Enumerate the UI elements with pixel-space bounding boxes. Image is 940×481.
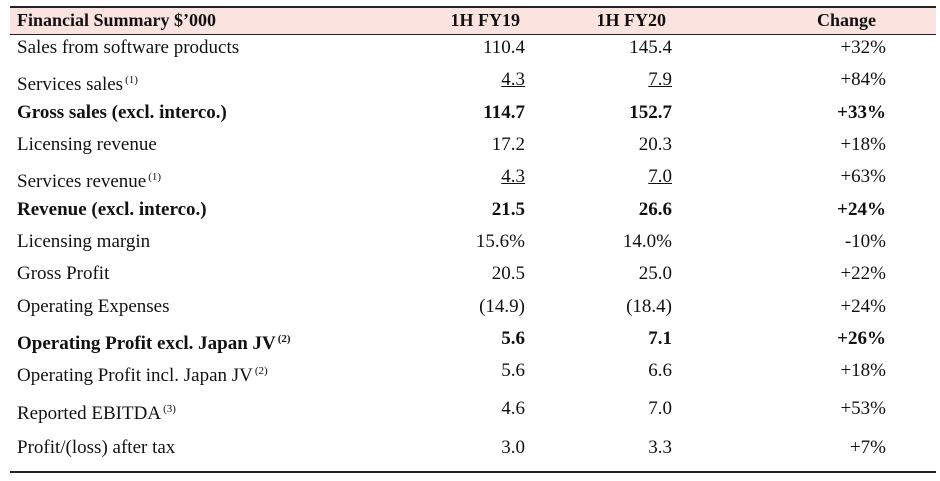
value-cell: 3.3 xyxy=(648,437,672,458)
header-cell: 1H FY20 xyxy=(596,10,667,30)
value-cell: +18% xyxy=(840,134,886,155)
value-cell: +84% xyxy=(840,69,886,90)
value-cell: +18% xyxy=(840,360,886,381)
footnote-ref: (2) xyxy=(254,365,268,377)
footnote-ref: (1) xyxy=(148,171,162,183)
value-cell: 152.7 xyxy=(629,102,672,123)
value-cell: +24% xyxy=(837,199,886,220)
value-cell: 15.6% xyxy=(475,231,525,252)
label-text: Operating Expenses xyxy=(17,296,170,317)
row-label: Operating Profit excl. Japan JV (2) xyxy=(17,327,291,356)
value-cell: 26.6 xyxy=(638,199,672,220)
label-text: Operating Profit excl. Japan JV xyxy=(17,333,276,354)
value-cell: +63% xyxy=(840,166,886,187)
value-cell: 14.0% xyxy=(622,231,672,252)
value-cell: 4.3 xyxy=(501,166,525,187)
row-label: Revenue (excl. interco.) xyxy=(17,198,207,222)
value-cell: +26% xyxy=(837,328,886,349)
value-cell: 5.6 xyxy=(501,360,525,381)
value-cell: +24% xyxy=(840,296,886,317)
value-cell: +7% xyxy=(849,437,886,458)
value-cell: 145.4 xyxy=(629,37,672,58)
bottom-rule xyxy=(10,471,936,473)
value-cell: 21.5 xyxy=(491,199,525,220)
header-cell: Change xyxy=(816,10,876,30)
value-cell: 7.0 xyxy=(648,166,672,187)
label-text: Licensing margin xyxy=(17,231,151,252)
label-text: Reported EBITDA xyxy=(17,403,162,424)
label-text: Gross Profit xyxy=(17,263,110,284)
label-text: Profit/(loss) after tax xyxy=(17,437,176,458)
value-cell: 20.5 xyxy=(491,263,525,284)
row-label: Services sales (1) xyxy=(17,68,138,97)
value-cell: +32% xyxy=(840,37,886,58)
footnote-ref: (3) xyxy=(163,403,176,415)
value-cell: 7.9 xyxy=(648,69,672,90)
header-cell: Financial Summary $’000 xyxy=(17,10,217,30)
value-cell: 114.7 xyxy=(483,102,525,123)
header-band xyxy=(10,6,936,35)
row-label: Profit/(loss) after tax xyxy=(17,436,175,460)
label-text: Revenue (excl. interco.) xyxy=(17,199,207,220)
value-cell: 5.6 xyxy=(501,328,525,349)
row-label: Licensing margin xyxy=(17,230,150,254)
label-text: Services sales xyxy=(17,74,124,95)
row-label: Gross sales (excl. interco.) xyxy=(17,101,227,125)
value-cell: +33% xyxy=(837,102,886,123)
value-cell: 4.3 xyxy=(501,69,525,90)
row-label: Licensing revenue xyxy=(17,133,157,157)
value-cell: +22% xyxy=(840,263,886,284)
value-cell: 7.0 xyxy=(648,398,672,419)
label-text: Services revenue xyxy=(17,171,147,192)
value-cell: 3.0 xyxy=(501,437,525,458)
value-cell: 25.0 xyxy=(638,263,672,284)
row-label: Services revenue (1) xyxy=(17,165,161,194)
row-label: Operating Expenses xyxy=(17,295,169,319)
row-label: Sales from software products xyxy=(17,36,239,60)
row-label: Reported EBITDA (3) xyxy=(17,397,176,426)
value-cell: 17.2 xyxy=(491,134,525,155)
row-label: Gross Profit xyxy=(17,262,109,286)
footnote-ref: (2) xyxy=(277,333,291,345)
value-cell: +53% xyxy=(840,398,886,419)
footnote-ref: (1) xyxy=(125,74,138,86)
value-cell: 6.6 xyxy=(648,360,672,381)
label-text: Sales from software products xyxy=(17,37,240,58)
value-cell: (14.9) xyxy=(479,296,525,317)
row-label: Operating Profit incl. Japan JV (2) xyxy=(17,359,268,388)
value-cell: 20.3 xyxy=(638,134,672,155)
value-cell: 4.6 xyxy=(501,398,525,419)
value-cell: 110.4 xyxy=(482,37,525,58)
value-cell: -10% xyxy=(844,231,886,252)
label-text: Licensing revenue xyxy=(17,134,157,155)
value-cell: (18.4) xyxy=(626,296,672,317)
label-text: Gross sales (excl. interco.) xyxy=(17,102,227,123)
value-cell: 7.1 xyxy=(648,328,672,349)
header-cell: 1H FY19 xyxy=(450,10,521,30)
label-text: Operating Profit incl. Japan JV xyxy=(17,365,253,386)
